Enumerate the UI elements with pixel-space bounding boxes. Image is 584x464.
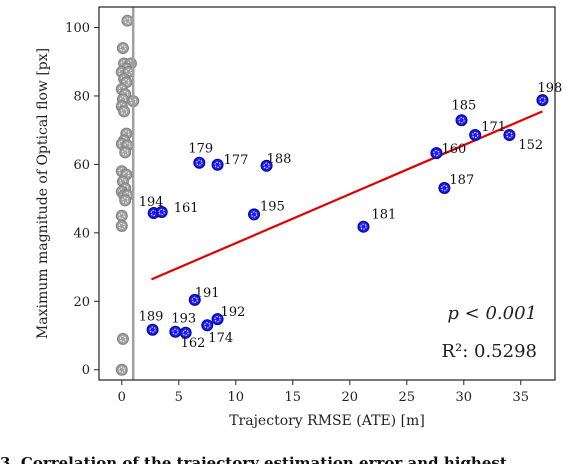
data-point bbox=[455, 114, 468, 127]
r-squared-annotation: R²: 0.5298 bbox=[441, 341, 537, 362]
data-point bbox=[260, 159, 273, 172]
data-point bbox=[193, 156, 206, 169]
point-label: 193 bbox=[171, 312, 196, 327]
x-tick-label: 15 bbox=[285, 390, 302, 405]
chart-canvas: 198 185 171 152 160 187 181 179 177 188 195 194 161 1… bbox=[35, 6, 563, 429]
data-point bbox=[201, 319, 214, 332]
point-label: 177 bbox=[224, 153, 249, 168]
labeled-points-group bbox=[146, 94, 549, 339]
x-tick-label: 30 bbox=[456, 390, 473, 405]
excluded-points-group bbox=[115, 14, 140, 376]
excluded-point bbox=[116, 332, 129, 345]
excluded-point bbox=[115, 209, 128, 222]
x-axis-ticks: 0 5 10 15 20 25 30 35 bbox=[118, 380, 529, 405]
point-label: 198 bbox=[537, 81, 562, 96]
x-tick-label: 10 bbox=[228, 390, 245, 405]
data-point bbox=[188, 293, 201, 306]
data-point bbox=[146, 323, 159, 336]
point-label: 171 bbox=[481, 120, 506, 135]
data-point bbox=[169, 325, 182, 338]
x-tick-label: 25 bbox=[399, 390, 416, 405]
excluded-point bbox=[115, 220, 128, 233]
point-label: 152 bbox=[518, 138, 543, 153]
x-tick-label: 5 bbox=[175, 390, 183, 405]
excluded-point bbox=[115, 363, 128, 376]
data-point bbox=[248, 208, 261, 221]
y-tick-label: 40 bbox=[73, 226, 90, 241]
data-point bbox=[469, 128, 482, 141]
y-tick-label: 100 bbox=[65, 21, 90, 36]
point-label: 160 bbox=[441, 142, 466, 157]
y-axis-ticks: 0 20 40 60 80 100 bbox=[65, 21, 99, 378]
point-labels-group: 198 185 171 152 160 187 181 179 177 188 195 194 161 1… bbox=[139, 81, 563, 351]
data-point bbox=[179, 326, 192, 339]
y-tick-label: 20 bbox=[73, 295, 90, 310]
y-tick-label: 60 bbox=[73, 158, 90, 173]
point-label: 195 bbox=[260, 199, 285, 214]
data-point bbox=[438, 182, 451, 195]
point-label: 192 bbox=[221, 305, 246, 320]
data-point bbox=[211, 158, 224, 171]
point-label: 185 bbox=[452, 98, 477, 113]
data-point bbox=[357, 220, 370, 233]
point-label: 181 bbox=[371, 208, 396, 223]
y-tick-label: 80 bbox=[73, 89, 90, 104]
point-label: 194 bbox=[139, 195, 164, 210]
y-axis-title: Maximum magnitude of Optical flow [px] bbox=[35, 48, 51, 339]
point-label: 161 bbox=[174, 201, 199, 216]
data-point bbox=[536, 94, 549, 107]
plot-frame bbox=[98, 6, 556, 381]
data-point bbox=[155, 205, 168, 218]
x-tick-label: 35 bbox=[513, 390, 530, 405]
excluded-point bbox=[119, 146, 132, 159]
data-point bbox=[211, 313, 224, 326]
figure-caption-fragment: 3. Correlation of the trajectory estimat… bbox=[0, 454, 507, 464]
point-label: 179 bbox=[188, 142, 213, 157]
p-value-annotation: p < 0.001 bbox=[447, 303, 537, 324]
point-label: 174 bbox=[208, 331, 233, 346]
excluded-point bbox=[119, 194, 132, 207]
x-axis-title: Trajectory RMSE (ATE) [m] bbox=[229, 413, 425, 429]
point-label: 188 bbox=[267, 152, 292, 167]
point-label: 189 bbox=[139, 310, 164, 325]
data-point bbox=[503, 128, 516, 141]
excluded-point bbox=[121, 14, 134, 27]
data-point bbox=[430, 147, 443, 160]
excluded-point bbox=[118, 105, 131, 118]
regression-line bbox=[151, 110, 543, 281]
x-tick-label: 20 bbox=[342, 390, 359, 405]
x-tick-label: 0 bbox=[118, 390, 126, 405]
excluded-point bbox=[116, 42, 129, 55]
point-label: 191 bbox=[195, 286, 220, 301]
point-label: 162 bbox=[181, 336, 206, 351]
y-tick-label: 0 bbox=[82, 363, 90, 378]
point-label: 187 bbox=[449, 173, 474, 188]
